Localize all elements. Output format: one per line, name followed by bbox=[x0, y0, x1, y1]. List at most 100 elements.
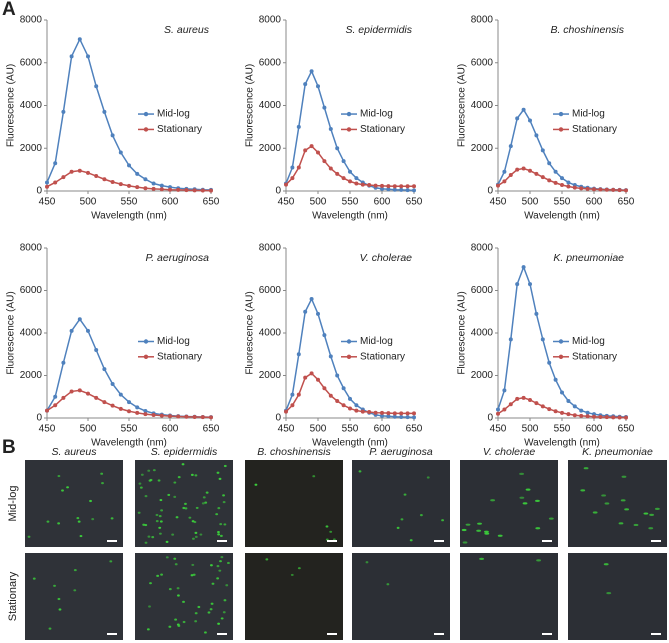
marker bbox=[309, 297, 314, 301]
marker bbox=[611, 187, 616, 192]
y-tick-label: 0 bbox=[36, 186, 42, 197]
marker bbox=[296, 352, 301, 357]
x-tick-label: 600 bbox=[162, 197, 179, 208]
y-tick-label: 6000 bbox=[471, 285, 494, 296]
cell bbox=[219, 560, 222, 563]
cell bbox=[223, 523, 227, 526]
marker bbox=[348, 179, 352, 184]
chart-title: K. pneumoniae bbox=[553, 252, 624, 264]
marker bbox=[617, 415, 622, 420]
marker bbox=[86, 170, 90, 175]
cell bbox=[217, 622, 221, 625]
cell bbox=[222, 611, 226, 614]
marker bbox=[380, 413, 384, 418]
marker bbox=[405, 415, 410, 420]
cell bbox=[332, 538, 336, 541]
cell bbox=[254, 483, 258, 486]
cell bbox=[461, 528, 467, 532]
cell bbox=[197, 605, 201, 609]
legend-label: Stationary bbox=[157, 124, 202, 135]
cell bbox=[386, 583, 390, 586]
cell bbox=[396, 526, 400, 529]
marker bbox=[53, 394, 58, 399]
chart-title: B. choshinensis bbox=[550, 24, 624, 36]
marker bbox=[135, 171, 140, 176]
cell bbox=[222, 494, 225, 497]
cell bbox=[109, 560, 113, 563]
marker bbox=[94, 174, 99, 179]
cell bbox=[156, 574, 160, 577]
marker bbox=[151, 413, 156, 418]
cell bbox=[173, 481, 177, 484]
marker bbox=[322, 333, 327, 338]
cell bbox=[217, 533, 221, 536]
cell bbox=[57, 522, 61, 525]
scale-bar bbox=[542, 633, 552, 635]
cell bbox=[648, 527, 654, 530]
marker bbox=[566, 180, 571, 185]
legend-marker bbox=[558, 354, 564, 359]
cell bbox=[177, 594, 180, 597]
marker bbox=[547, 407, 552, 412]
image-row-label: Stationary bbox=[7, 571, 19, 621]
cell bbox=[297, 567, 301, 570]
panel-label: A bbox=[2, 0, 16, 20]
marker bbox=[540, 337, 545, 342]
cell bbox=[223, 599, 227, 602]
legend-label: Mid-log bbox=[360, 109, 393, 120]
marker bbox=[184, 414, 189, 419]
marker bbox=[110, 403, 115, 408]
cell bbox=[618, 522, 624, 525]
marker bbox=[200, 415, 205, 420]
cell bbox=[465, 523, 471, 526]
marker bbox=[412, 184, 416, 189]
cell bbox=[174, 618, 178, 621]
legend-marker bbox=[558, 339, 564, 344]
marker bbox=[110, 180, 115, 185]
cell bbox=[167, 493, 171, 497]
cell bbox=[192, 573, 196, 576]
marker bbox=[127, 400, 131, 405]
cell bbox=[312, 475, 316, 478]
x-tick-label: 500 bbox=[522, 424, 539, 435]
cell bbox=[58, 608, 62, 611]
marker bbox=[53, 161, 58, 166]
marker bbox=[392, 187, 397, 192]
marker bbox=[77, 37, 82, 42]
cell bbox=[146, 628, 150, 631]
marker bbox=[316, 377, 320, 382]
marker bbox=[354, 176, 359, 181]
cell bbox=[643, 512, 649, 515]
marker bbox=[611, 415, 616, 420]
scale-bar bbox=[434, 633, 444, 635]
cell bbox=[535, 527, 541, 530]
cell bbox=[265, 558, 269, 561]
marker bbox=[209, 188, 213, 193]
marker bbox=[508, 337, 513, 342]
marker bbox=[94, 395, 99, 400]
marker bbox=[515, 282, 520, 287]
cell bbox=[157, 479, 161, 482]
marker bbox=[405, 411, 410, 416]
marker bbox=[209, 415, 213, 420]
cell bbox=[621, 475, 627, 478]
cell bbox=[91, 518, 95, 521]
y-tick-label: 8000 bbox=[259, 243, 282, 254]
micrograph bbox=[245, 460, 343, 547]
marker bbox=[566, 412, 571, 417]
marker bbox=[392, 184, 397, 189]
cell bbox=[329, 530, 333, 533]
cell bbox=[217, 507, 221, 510]
marker bbox=[284, 182, 288, 187]
marker bbox=[392, 414, 397, 419]
marker bbox=[102, 400, 107, 405]
x-tick-label: 600 bbox=[586, 197, 603, 208]
cell bbox=[57, 474, 61, 478]
cell bbox=[583, 467, 589, 470]
cell bbox=[159, 532, 162, 535]
cell bbox=[209, 608, 213, 611]
cell bbox=[159, 498, 163, 502]
chart-title: S. epidermidis bbox=[345, 24, 412, 36]
marker bbox=[77, 388, 82, 393]
